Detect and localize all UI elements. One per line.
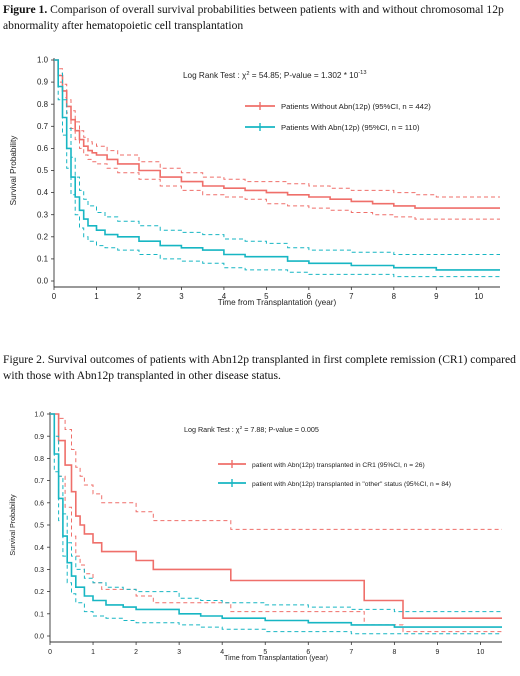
chart2-log-rank-annotation: Log Rank Test : χ2 = 7.88; P-value = 0.0… [184,425,319,434]
chart1-y-tick-label: 0.1 [37,255,48,264]
chart1-x-tick-label: 0 [52,292,57,301]
chart2-x-tick-label: 5 [263,649,267,656]
chart2-y-tick-label: 0.4 [34,545,44,552]
chart2-y-tick-label: 0.7 [34,478,44,485]
chart2-y-tick-label: 0.2 [34,589,44,596]
figure-1-chart: 0.0 0.1 0.2 0.3 0.4 0.5 0.6 0.7 0.8 0.9 1.0 0 1 2 3 4 5 6… [9,56,500,307]
figure-1-caption: Figure 1. Comparison of overall survival… [3,2,518,34]
chart2-y-tick-label: 0.3 [34,567,44,574]
chart2-x-tick-label: 1 [91,649,95,656]
chart2-x-tick-label: 3 [177,649,181,656]
chart1-y-tick-label: 0.6 [37,144,49,153]
chart1-series-1-line [54,59,500,209]
chart1-x-tick-label: 1 [94,292,98,301]
chart1-y-tick-label: 0.5 [37,166,49,175]
chart1-series-2-ci-lower [54,59,500,278]
chart2-x-tick-label: 7 [349,649,353,656]
chart1-x-tick-label: 2 [137,292,141,301]
chart2-y-axis-title: Survival Probability [8,494,17,556]
chart1-series-2-line [54,59,500,271]
chart1-x-tick-label: 9 [434,292,439,301]
chart1-x-axis-title: Time from Transplantation (year) [218,298,337,307]
chart1-y-tick-label: 0.3 [37,210,49,219]
chart2-y-tick-label: 0.5 [34,523,44,530]
chart1-x-tick-label: 6 [307,292,312,301]
chart1-y-tick-label: 0.0 [37,277,49,286]
chart1-x-tick-label: 4 [222,292,227,301]
chart2-x-tick-label: 9 [436,649,440,656]
chart1-series-1-ci-lower [54,59,500,220]
chart2-x-tick-label: 10 [477,649,485,656]
figure-2-caption: Figure 2. Survival outcomes of patients … [3,352,518,384]
chart2-y-tick-label: 0.8 [34,456,44,463]
chart2-x-tick-label: 4 [220,649,224,656]
chart2-x-tick-label: 6 [306,649,310,656]
chart1-legend-label-1: Patients Without Abn(12p) (95%CI, n = 44… [281,102,431,111]
chart1-y-tick-label: 0.2 [37,232,48,241]
chart2-series-2-ci-upper [50,413,502,613]
chart1-y-axis-title: Survival Probability [9,135,18,206]
chart2-series-1-ci-upper [50,413,502,530]
chart1-y-tick-label: 1.0 [37,56,49,65]
chart1-x-tick-label: 10 [474,292,483,301]
chart2-x-tick-label: 8 [392,649,396,656]
chart2-series-2-ci-lower [50,413,502,635]
chart1-x-tick-label: 5 [264,292,269,301]
chart1-x-tick-label: 3 [179,292,184,301]
chart1-log-rank-annotation: Log Rank Test : χ2 = 54.85; P-value = 1.… [183,70,367,80]
chart1-series-1-ci-upper [54,59,500,198]
chart2-series-1-line [50,413,502,619]
chart1-x-tick-label: 7 [349,292,353,301]
figure-2-chart: 0.0 0.1 0.2 0.3 0.4 0.5 0.6 0.7 0.8 0.9 1.0 0 1 2 3 4 5 6… [8,412,502,662]
chart2-x-tick-label: 2 [134,649,138,656]
chart1-y-tick-label: 0.9 [37,78,49,87]
chart1-x-tick-label: 8 [392,292,397,301]
chart2-x-tick-label: 0 [48,649,52,656]
chart1-series-2-ci-upper [54,59,500,255]
chart2-y-tick-label: 0.6 [34,500,44,507]
chart2-x-axis-title: Time from Transplantation (year) [224,653,328,662]
chart2-series-2-line [50,413,502,628]
chart2-y-tick-label: 0.1 [34,611,44,618]
chart1-legend-label-2: Patients With Abn(12p) (95%CI, n = 110) [281,123,420,132]
chart2-y-tick-label: 1.0 [34,412,44,419]
chart1-y-tick-label: 0.7 [37,122,48,131]
chart2-legend-label-1: patient with Abn(12p) transplanted in CR… [252,462,425,469]
chart2-y-tick-label: 0.9 [34,434,44,441]
chart2-legend-label-2: patient with Abn(12p) transplanted in "o… [252,481,451,488]
figure-1-caption-text: Comparison of overall survival probabili… [3,3,504,32]
chart1-y-tick-label: 0.4 [37,188,49,197]
chart2-series-1-ci-lower [50,413,502,633]
figure-2-caption-text: Figure 2. Survival outcomes of patients … [3,353,516,382]
figure-1-label: Figure 1. [3,3,48,16]
chart1-y-tick-label: 0.8 [37,100,49,109]
chart2-y-tick-label: 0.0 [34,634,44,641]
